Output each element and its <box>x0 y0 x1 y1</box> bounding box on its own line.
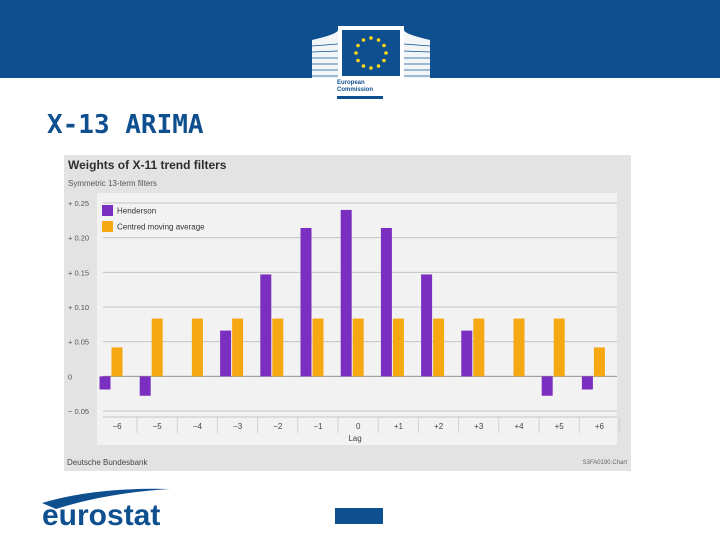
moving-average-bar <box>553 318 565 377</box>
y-tick-label: + 0.15 <box>68 268 89 277</box>
european-commission-wordmark: European Commission <box>337 80 387 94</box>
moving-average-bar <box>232 318 244 377</box>
legend-swatch <box>102 205 113 216</box>
eurostat-wordmark: eurostat <box>42 499 160 532</box>
moving-average-bar <box>151 318 163 377</box>
eu-star-icon <box>361 64 366 68</box>
chart-code: S3FA0190.Chart <box>582 460 627 466</box>
x-tick-label: −3 <box>233 422 243 431</box>
x-tick-label: −5 <box>153 422 163 431</box>
legend-swatch <box>102 221 113 232</box>
eu-star-icon <box>356 43 360 48</box>
eu-star-icon <box>376 64 381 68</box>
eu-star-icon <box>356 58 360 63</box>
x-tick-label: +3 <box>474 422 484 431</box>
legend-label: Centred moving average <box>117 223 205 232</box>
x-tick-label: −2 <box>273 422 283 431</box>
eu-star-icon <box>376 38 381 42</box>
x-tick-label: +4 <box>514 422 524 431</box>
y-tick-label: − 0.05 <box>68 407 89 416</box>
moving-average-bar <box>473 318 485 377</box>
x-tick-label: +6 <box>595 422 605 431</box>
moving-average-bar <box>392 318 404 377</box>
y-tick-label: + 0.10 <box>68 303 89 312</box>
x-tick-label: +1 <box>394 422 404 431</box>
x-tick-label: −1 <box>313 422 323 431</box>
henderson-bar <box>581 376 593 390</box>
henderson-bar <box>421 274 433 377</box>
henderson-bar <box>220 330 232 377</box>
moving-average-bar <box>433 318 445 377</box>
slide-title: X-13 ARIMA <box>47 110 204 140</box>
eu-flag-icon <box>338 26 404 80</box>
chart-title: Weights of X-11 trend filters <box>68 158 227 172</box>
eu-star-icon <box>369 66 373 70</box>
moving-average-bar <box>352 318 364 377</box>
eu-star-icon <box>384 51 388 55</box>
x-tick-label: −6 <box>112 422 122 431</box>
x-tick-label: +2 <box>434 422 444 431</box>
eu-star-icon <box>354 51 358 55</box>
moving-average-bar <box>593 347 605 377</box>
moving-average-bar <box>513 318 525 377</box>
eu-star-icon <box>369 36 373 40</box>
eu-star-icon <box>382 58 386 63</box>
chart-panel: Weights of X-11 trend filters Symmetric … <box>64 155 631 471</box>
eu-star-icon <box>382 43 386 48</box>
x-tick-label: −4 <box>193 422 203 431</box>
y-tick-label: + 0.25 <box>68 199 89 208</box>
henderson-bar <box>300 227 312 377</box>
henderson-bar <box>541 376 553 396</box>
footer-blue-box <box>335 508 383 524</box>
logo-line-commission: Commission <box>337 87 374 93</box>
logo-line-european: European <box>337 80 365 86</box>
chart-subtitle: Symmetric 13-term filters <box>68 179 157 188</box>
henderson-bar <box>461 330 473 377</box>
x-axis-label: Lag <box>348 434 361 443</box>
y-tick-label: + 0.20 <box>68 234 89 243</box>
y-tick-label: + 0.05 <box>68 338 89 347</box>
eu-star-icon <box>361 38 366 42</box>
moving-average-bar <box>312 318 324 377</box>
moving-average-bar <box>111 347 123 377</box>
x-tick-label: +5 <box>555 422 565 431</box>
henderson-bar <box>340 209 352 377</box>
eurostat-swoosh-icon <box>42 488 170 509</box>
logo-underline <box>337 96 383 99</box>
x-tick-label: 0 <box>356 422 361 431</box>
legend-label: Henderson <box>117 207 156 216</box>
henderson-bar <box>260 274 272 377</box>
moving-average-bar <box>272 318 284 377</box>
henderson-bar <box>139 376 151 396</box>
bar-chart: + 0.25 + 0.20 + 0.15 + 0.10 + 0.05 0 − 0.05 −6 −… <box>68 193 620 445</box>
henderson-bar <box>99 376 111 390</box>
moving-average-bar <box>191 318 203 377</box>
berlaymont-building-icon <box>311 30 431 80</box>
european-commission-logo <box>311 26 431 80</box>
henderson-bar <box>380 227 392 377</box>
eurostat-logo: eurostat <box>42 488 170 532</box>
y-tick-label: 0 <box>68 372 72 381</box>
chart-source: Deutsche Bundesbank <box>67 458 148 467</box>
